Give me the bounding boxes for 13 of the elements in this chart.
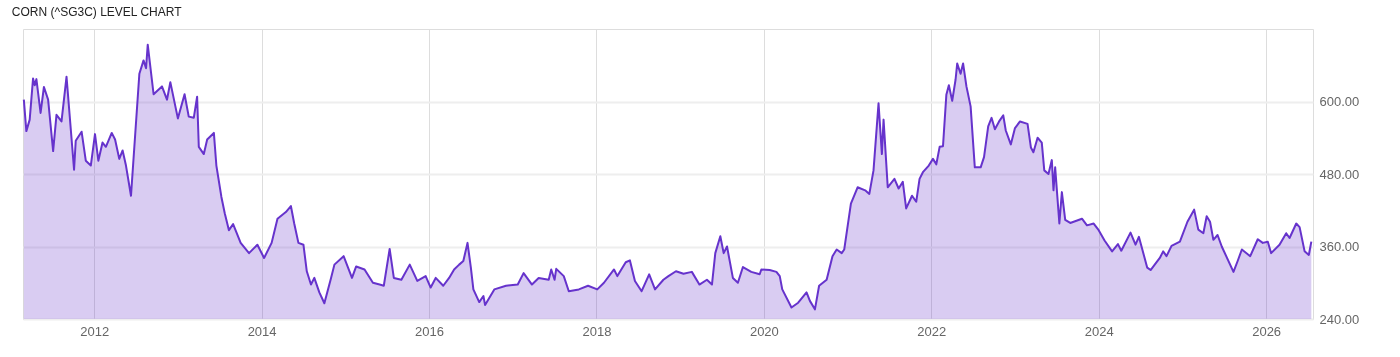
chart-title: CORN (^SG3C) LEVEL CHART <box>11 5 183 19</box>
x-tick-label: 2020 <box>749 323 779 339</box>
y-tick-label: 600.00 <box>1319 94 1360 109</box>
x-tick-label: 2012 <box>80 323 110 339</box>
y-tick-label: 480.00 <box>1319 166 1360 182</box>
x-tick-label: 2024 <box>1084 323 1114 339</box>
y-tick-label: 240.00 <box>1319 311 1360 327</box>
y-tick-label: 360.00 <box>1319 239 1360 254</box>
x-tick-label: 2014 <box>247 323 277 339</box>
x-tick-label: 2022 <box>917 323 947 339</box>
x-tick-label: 2016 <box>415 323 444 339</box>
x-tick-label: 2026 <box>1252 323 1282 339</box>
x-tick-label: 2018 <box>582 323 612 339</box>
